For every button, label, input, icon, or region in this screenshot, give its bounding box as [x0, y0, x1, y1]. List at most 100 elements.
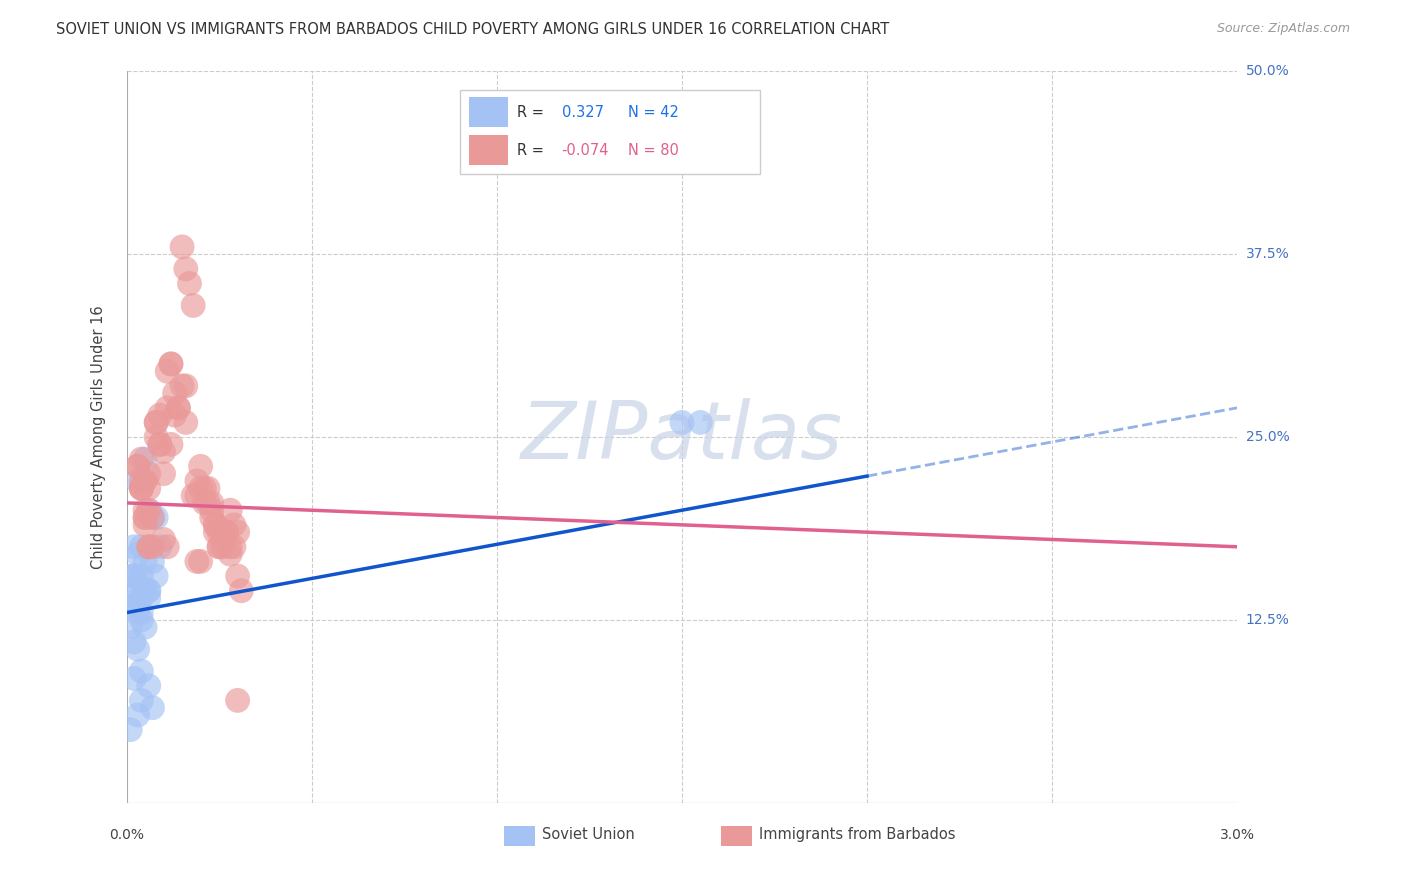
- Point: [145, 416, 167, 430]
- Point: [149, 437, 172, 451]
- Point: [145, 416, 167, 430]
- Point: [222, 517, 245, 532]
- Point: [145, 569, 167, 583]
- Text: N = 80: N = 80: [627, 143, 679, 158]
- Point: [127, 591, 149, 605]
- Point: [141, 540, 163, 554]
- Point: [186, 489, 208, 503]
- Point: [120, 723, 142, 737]
- Point: [131, 481, 153, 495]
- Point: [141, 554, 163, 568]
- Text: N = 42: N = 42: [627, 105, 679, 120]
- Point: [141, 700, 163, 714]
- Point: [186, 474, 208, 488]
- Point: [190, 459, 212, 474]
- Point: [122, 569, 145, 583]
- Y-axis label: Child Poverty Among Girls Under 16: Child Poverty Among Girls Under 16: [91, 305, 105, 569]
- Text: ZIPatlas: ZIPatlas: [520, 398, 844, 476]
- Text: 0.327: 0.327: [562, 105, 603, 120]
- Point: [215, 525, 238, 540]
- Point: [131, 693, 153, 707]
- Point: [226, 693, 249, 707]
- Point: [145, 510, 167, 524]
- Point: [208, 540, 231, 554]
- Point: [190, 481, 212, 495]
- Point: [134, 510, 156, 524]
- Point: [211, 525, 233, 540]
- Point: [120, 620, 142, 634]
- Point: [201, 496, 224, 510]
- Point: [149, 408, 172, 422]
- Text: R =: R =: [517, 105, 544, 120]
- Point: [231, 583, 253, 598]
- Point: [174, 416, 197, 430]
- Point: [226, 525, 249, 540]
- Point: [181, 489, 204, 503]
- Bar: [468, 135, 508, 165]
- Point: [138, 540, 160, 554]
- Bar: [468, 97, 508, 128]
- Text: 0.0%: 0.0%: [110, 828, 143, 842]
- Point: [174, 379, 197, 393]
- Point: [127, 547, 149, 561]
- Point: [127, 642, 149, 657]
- Point: [222, 540, 245, 554]
- Point: [131, 613, 153, 627]
- Point: [134, 620, 156, 634]
- Point: [211, 533, 233, 547]
- Point: [172, 379, 194, 393]
- Point: [138, 503, 160, 517]
- Point: [131, 452, 153, 467]
- Point: [201, 510, 224, 524]
- Point: [156, 401, 179, 415]
- Point: [134, 452, 156, 467]
- Text: 3.0%: 3.0%: [1220, 828, 1254, 842]
- Text: 12.5%: 12.5%: [1246, 613, 1289, 627]
- Point: [127, 459, 149, 474]
- Point: [149, 540, 172, 554]
- Point: [193, 496, 215, 510]
- Point: [134, 517, 156, 532]
- Point: [201, 503, 224, 517]
- Text: Source: ZipAtlas.com: Source: ZipAtlas.com: [1216, 22, 1350, 36]
- Text: R =: R =: [517, 143, 544, 158]
- Point: [131, 474, 153, 488]
- Text: SOVIET UNION VS IMMIGRANTS FROM BARBADOS CHILD POVERTY AMONG GIRLS UNDER 16 CORR: SOVIET UNION VS IMMIGRANTS FROM BARBADOS…: [56, 22, 890, 37]
- Text: -0.074: -0.074: [562, 143, 609, 158]
- Point: [138, 591, 160, 605]
- Point: [152, 444, 174, 458]
- Point: [219, 540, 242, 554]
- Point: [160, 357, 183, 371]
- Point: [127, 459, 149, 474]
- Point: [149, 437, 172, 451]
- Point: [127, 708, 149, 723]
- Point: [122, 635, 145, 649]
- Point: [131, 569, 153, 583]
- Point: [134, 583, 156, 598]
- Point: [131, 591, 153, 605]
- Point: [160, 437, 183, 451]
- Point: [134, 474, 156, 488]
- Point: [138, 540, 160, 554]
- Point: [122, 599, 145, 613]
- Text: Immigrants from Barbados: Immigrants from Barbados: [759, 828, 955, 842]
- Point: [134, 510, 156, 524]
- Point: [689, 416, 711, 430]
- FancyBboxPatch shape: [460, 89, 759, 174]
- Point: [131, 606, 153, 620]
- Point: [138, 679, 160, 693]
- Point: [131, 540, 153, 554]
- Point: [134, 554, 156, 568]
- Point: [152, 467, 174, 481]
- Point: [219, 503, 242, 517]
- Point: [120, 569, 142, 583]
- Text: Soviet Union: Soviet Union: [543, 828, 636, 842]
- Point: [204, 517, 226, 532]
- Point: [122, 540, 145, 554]
- Point: [167, 401, 190, 415]
- Point: [138, 467, 160, 481]
- Point: [131, 664, 153, 678]
- Point: [208, 525, 231, 540]
- Point: [193, 481, 215, 495]
- Point: [179, 277, 201, 291]
